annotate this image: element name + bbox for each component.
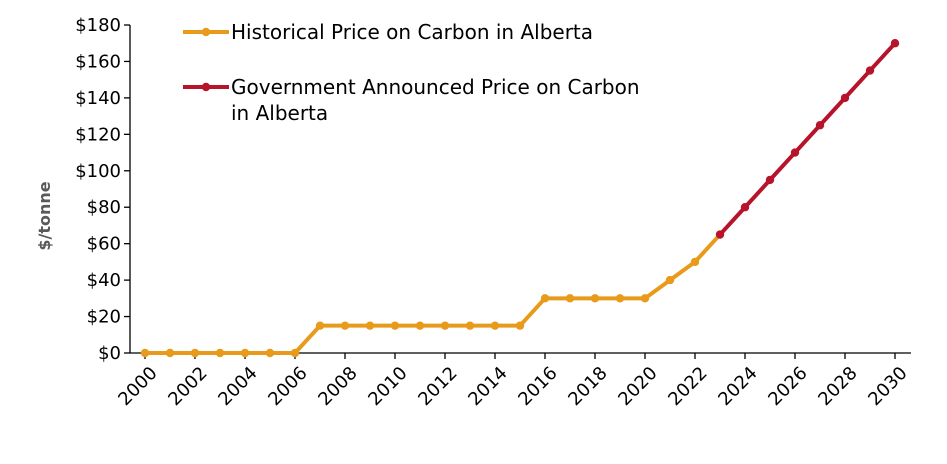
x-tick-label: 2000 bbox=[114, 363, 161, 410]
series-line-0 bbox=[145, 233, 722, 355]
y-tick-label: $120 bbox=[75, 124, 121, 145]
x-tick-label: 2004 bbox=[214, 363, 261, 410]
series-0-point bbox=[340, 321, 350, 330]
y-tick-label: $180 bbox=[75, 15, 121, 36]
series-0-point bbox=[265, 348, 275, 358]
series-0-point bbox=[690, 257, 700, 267]
series-0-point bbox=[665, 275, 675, 285]
series-0-point bbox=[515, 321, 525, 330]
series-0-point bbox=[615, 294, 625, 303]
series-1-point bbox=[740, 203, 750, 212]
x-tick-label: 2020 bbox=[614, 363, 661, 410]
series-0-point bbox=[240, 348, 250, 358]
legend: Historical Price on Carbon in Alberta Gov… bbox=[183, 20, 640, 125]
series-0-point bbox=[590, 294, 600, 303]
series-1-point bbox=[765, 175, 775, 185]
y-tick-label: $80 bbox=[87, 197, 121, 218]
x-tick-label: 2016 bbox=[514, 363, 561, 410]
y-axis-title: $/tonne bbox=[35, 181, 54, 250]
x-tick-label: 2022 bbox=[664, 363, 711, 410]
legend-marker-1 bbox=[201, 82, 211, 92]
x-tick-label: 2018 bbox=[564, 363, 611, 410]
x-tick-label: 2024 bbox=[714, 363, 761, 410]
series-0-point bbox=[465, 321, 475, 330]
series-0-point bbox=[540, 294, 550, 303]
y-tick-label: $60 bbox=[87, 234, 121, 255]
x-tick-label: 2028 bbox=[814, 363, 861, 410]
series-0-point bbox=[140, 348, 150, 358]
series-0-point bbox=[415, 321, 425, 330]
y-tick-label: $0 bbox=[98, 343, 121, 364]
x-tick-label: 2008 bbox=[314, 363, 361, 410]
series-0-point bbox=[390, 321, 400, 330]
x-tick-label: 2006 bbox=[264, 363, 311, 410]
y-tick-label: $100 bbox=[75, 161, 121, 182]
x-tick-label: 2030 bbox=[864, 363, 911, 410]
series-0-point bbox=[190, 348, 200, 358]
legend-label-1: in Alberta bbox=[231, 101, 328, 125]
y-tick-label: $160 bbox=[75, 51, 121, 72]
series-0-point bbox=[640, 294, 650, 303]
x-tick-label: 2026 bbox=[764, 363, 811, 410]
x-tick-label: 2002 bbox=[164, 363, 211, 410]
x-tick-label: 2012 bbox=[414, 363, 461, 410]
series-0-point bbox=[165, 348, 175, 358]
legend-label-1: Government Announced Price on Carbon bbox=[231, 75, 640, 99]
y-tick-label: $140 bbox=[75, 88, 121, 109]
series-1-point bbox=[790, 148, 800, 157]
x-tick-label: 2014 bbox=[464, 363, 511, 410]
y-tick-label: $40 bbox=[87, 270, 121, 291]
y-tick-label: $20 bbox=[87, 307, 121, 328]
series-0-point bbox=[490, 321, 500, 330]
series-0-point bbox=[440, 321, 450, 330]
series-0-point bbox=[365, 321, 375, 330]
series-0-point bbox=[290, 348, 300, 358]
y-ticks: $0 $20 $40 $60 $80 $100 $120 $140 $160 $180 bbox=[75, 15, 130, 364]
legend-label-0: Historical Price on Carbon in Alberta bbox=[231, 20, 593, 44]
series-0-point bbox=[215, 348, 225, 358]
series-layer bbox=[140, 39, 900, 358]
legend-marker-0 bbox=[201, 27, 211, 37]
series-1-point bbox=[840, 93, 850, 103]
x-ticks: 2000 2002 2004 2006 2008 2010 2012 2014 2016 2018… bbox=[114, 353, 912, 410]
series-line-1 bbox=[718, 41, 897, 236]
x-tick-label: 2010 bbox=[364, 363, 411, 410]
series-1-point bbox=[865, 66, 875, 75]
series-0-point bbox=[565, 294, 575, 303]
series-1-point bbox=[815, 121, 825, 130]
series-1-point bbox=[715, 230, 725, 239]
series-0-point bbox=[315, 321, 325, 330]
series-1-point bbox=[890, 39, 900, 48]
